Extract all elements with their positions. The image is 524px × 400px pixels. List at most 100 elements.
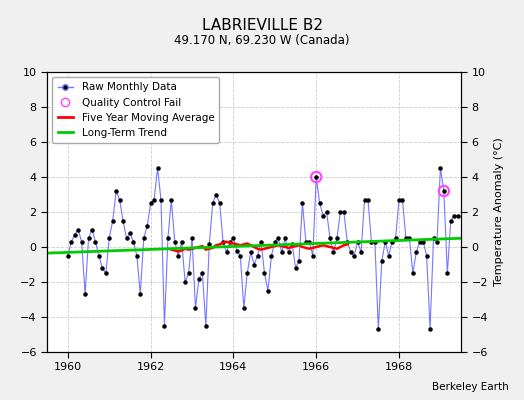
Point (409, 270, 417, 276)
Point (139, 235, 148, 242)
Point (160, 322, 169, 329)
Point (81, 291, 89, 298)
Point (378, 258, 386, 264)
Point (150, 196, 158, 203)
Point (195, 275, 203, 282)
Point (291, 265, 300, 271)
Point (246, 249, 255, 256)
Point (322, 209, 331, 215)
Point (264, 288, 272, 294)
Point (239, 305, 248, 312)
Point (71, 232, 79, 238)
Point (326, 235, 334, 242)
Point (64, 252, 72, 259)
Point (219, 238, 227, 245)
Point (298, 200, 307, 206)
Point (243, 270, 252, 276)
Point (184, 270, 193, 276)
Point (450, 212, 458, 219)
Point (305, 238, 313, 245)
Point (215, 200, 224, 206)
Point (402, 235, 410, 242)
Point (412, 249, 420, 256)
Point (226, 238, 234, 245)
Point (315, 200, 324, 206)
Point (385, 252, 393, 259)
Point (440, 188, 448, 194)
Point (108, 218, 117, 224)
Point (346, 249, 355, 256)
Point (250, 261, 258, 268)
Point (295, 258, 303, 264)
Point (171, 238, 179, 245)
Point (230, 235, 238, 242)
Point (309, 252, 317, 259)
Point (222, 249, 231, 256)
Point (191, 305, 200, 312)
Point (115, 196, 124, 203)
Point (446, 218, 455, 224)
Point (340, 209, 348, 215)
Point (443, 270, 452, 276)
Point (163, 235, 172, 242)
Point (174, 252, 182, 259)
Point (122, 235, 130, 242)
Point (350, 252, 358, 259)
Point (388, 238, 396, 245)
Point (357, 249, 365, 256)
Point (147, 200, 155, 206)
Point (254, 252, 262, 259)
Point (129, 238, 138, 245)
Point (105, 235, 114, 242)
Point (329, 249, 337, 256)
Point (302, 238, 310, 245)
Point (133, 252, 141, 259)
Point (202, 322, 210, 329)
Point (84, 235, 93, 242)
Point (212, 191, 221, 198)
Point (319, 212, 328, 219)
Point (281, 235, 289, 242)
Point (154, 165, 162, 172)
Point (95, 252, 103, 259)
Point (188, 235, 196, 242)
Point (67, 238, 75, 245)
Point (271, 238, 279, 245)
Point (236, 252, 245, 259)
Point (333, 235, 341, 242)
Point (78, 238, 86, 245)
Point (126, 230, 134, 236)
Point (361, 196, 369, 203)
Y-axis label: Temperature Anomaly (°C): Temperature Anomaly (°C) (494, 138, 504, 286)
Point (398, 196, 407, 203)
Point (395, 196, 403, 203)
Point (157, 196, 165, 203)
Point (91, 238, 100, 245)
Point (178, 238, 186, 245)
Point (88, 226, 96, 233)
Point (453, 212, 462, 219)
Point (374, 326, 383, 332)
Point (370, 238, 379, 245)
Point (167, 196, 176, 203)
Point (74, 226, 82, 233)
Point (198, 270, 206, 276)
Legend: Raw Monthly Data, Quality Control Fail, Five Year Moving Average, Long-Term Tren: Raw Monthly Data, Quality Control Fail, … (52, 77, 220, 143)
Point (405, 235, 413, 242)
Point (426, 326, 434, 332)
Point (136, 291, 145, 298)
Point (278, 249, 286, 256)
Point (364, 196, 372, 203)
Point (274, 235, 282, 242)
Point (312, 174, 321, 180)
Text: Berkeley Earth: Berkeley Earth (432, 382, 508, 392)
Point (416, 238, 424, 245)
Point (354, 238, 362, 245)
Point (433, 238, 441, 245)
Point (102, 270, 110, 276)
Point (209, 200, 217, 206)
Point (285, 249, 293, 256)
Point (436, 165, 445, 172)
Point (233, 247, 241, 254)
Point (381, 238, 389, 245)
